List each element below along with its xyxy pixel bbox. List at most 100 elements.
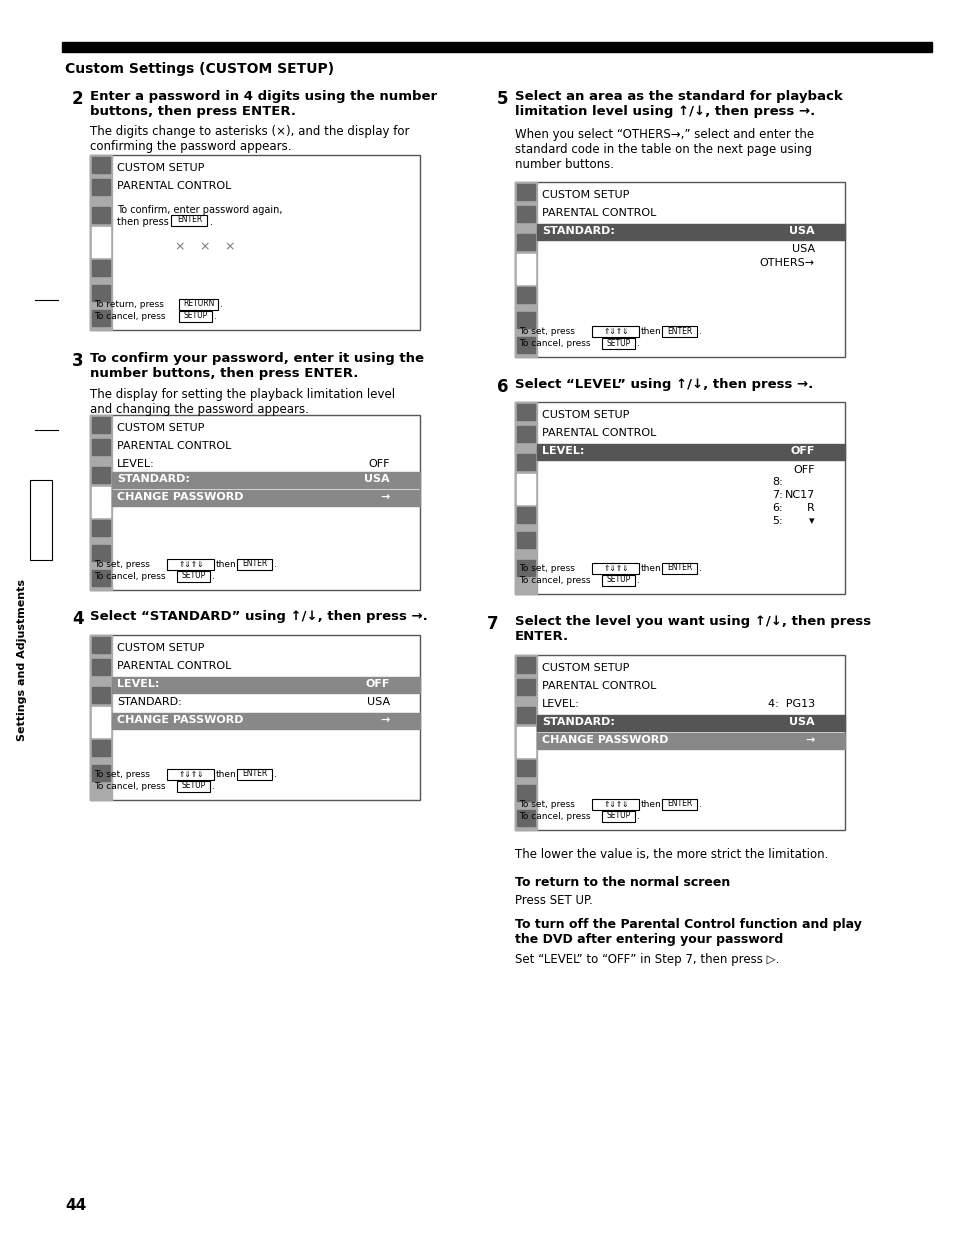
Bar <box>517 707 535 723</box>
Text: Select an area as the standard for playback
limitation level using ↑/↓, then pre: Select an area as the standard for playb… <box>515 90 841 118</box>
Text: USA: USA <box>791 244 814 254</box>
Bar <box>91 309 110 326</box>
Bar <box>62 42 931 52</box>
Text: To cancel, press: To cancel, press <box>518 576 590 584</box>
Text: .: . <box>210 217 213 227</box>
Bar <box>515 655 844 830</box>
Text: CHANGE PASSWORD: CHANGE PASSWORD <box>117 492 243 502</box>
Text: 4: 4 <box>71 610 84 628</box>
Text: To set, press: To set, press <box>518 800 575 809</box>
Bar <box>91 467 110 483</box>
Bar <box>517 454 535 470</box>
Text: To cancel, press: To cancel, press <box>94 782 165 792</box>
Text: .: . <box>213 312 216 321</box>
Text: CHANGE PASSWORD: CHANGE PASSWORD <box>541 735 668 745</box>
Text: ⇑⇓⇑⇓: ⇑⇓⇑⇓ <box>178 560 204 568</box>
Bar <box>515 182 537 358</box>
Bar <box>30 480 52 560</box>
Text: OFF: OFF <box>368 459 390 469</box>
Text: SETUP: SETUP <box>606 811 631 820</box>
Bar <box>517 473 535 504</box>
Text: 44: 44 <box>65 1198 86 1213</box>
Text: .: . <box>220 300 223 309</box>
Text: CUSTOM SETUP: CUSTOM SETUP <box>117 423 204 433</box>
Text: STANDARD:: STANDARD: <box>541 718 615 727</box>
FancyBboxPatch shape <box>592 562 639 573</box>
Text: 3: 3 <box>71 351 84 370</box>
Text: then: then <box>640 800 661 809</box>
Text: then: then <box>640 327 661 337</box>
Bar <box>91 157 110 173</box>
Text: ENTER: ENTER <box>667 799 692 809</box>
Bar <box>517 507 535 523</box>
Text: 2: 2 <box>71 90 84 109</box>
Bar <box>90 155 419 330</box>
Text: 6: 6 <box>497 379 508 396</box>
Bar <box>90 155 112 330</box>
Bar <box>515 182 844 358</box>
Text: USA: USA <box>364 473 390 485</box>
Bar <box>515 655 537 830</box>
Text: .: . <box>274 769 276 779</box>
Text: Set “LEVEL” to “OFF” in Step 7, then press ▷.: Set “LEVEL” to “OFF” in Step 7, then pre… <box>515 953 779 965</box>
Bar <box>517 727 535 757</box>
Text: ⇑⇓⇑⇓: ⇑⇓⇑⇓ <box>602 799 628 809</box>
Bar <box>515 402 844 594</box>
Text: ⇑⇓⇑⇓: ⇑⇓⇑⇓ <box>178 769 204 778</box>
Text: 5:: 5: <box>772 515 782 526</box>
Text: →: → <box>380 492 390 502</box>
Text: 6:: 6: <box>772 503 782 513</box>
Text: .: . <box>637 339 639 348</box>
Text: SETUP: SETUP <box>182 572 206 581</box>
Text: Select “STANDARD” using ↑/↓, then press →.: Select “STANDARD” using ↑/↓, then press … <box>90 610 427 623</box>
Text: .: . <box>274 560 276 568</box>
Bar <box>517 287 535 303</box>
Text: CUSTOM SETUP: CUSTOM SETUP <box>117 163 204 173</box>
FancyBboxPatch shape <box>179 298 218 309</box>
Text: .: . <box>212 572 214 581</box>
Bar <box>517 810 535 826</box>
Text: Settings and Adjustments: Settings and Adjustments <box>17 580 27 741</box>
FancyBboxPatch shape <box>661 562 697 573</box>
Text: SETUP: SETUP <box>606 339 631 348</box>
Bar <box>517 184 535 200</box>
Bar <box>517 657 535 673</box>
Text: LEVEL:: LEVEL: <box>117 459 154 469</box>
Bar <box>517 760 535 776</box>
Bar <box>90 635 112 800</box>
Text: SETUP: SETUP <box>182 782 206 790</box>
Text: OTHERS→: OTHERS→ <box>760 258 814 268</box>
Text: The digits change to asterisks (×), and the display for
confirming the password : The digits change to asterisks (×), and … <box>90 125 409 153</box>
Bar <box>517 206 535 222</box>
Bar <box>91 658 110 674</box>
FancyBboxPatch shape <box>168 768 214 779</box>
Bar <box>517 679 535 695</box>
Text: LEVEL:: LEVEL: <box>117 679 159 689</box>
Bar <box>91 764 110 780</box>
Bar <box>112 490 419 506</box>
FancyBboxPatch shape <box>602 575 635 586</box>
Text: USA: USA <box>788 718 814 727</box>
Text: CUSTOM SETUP: CUSTOM SETUP <box>541 411 629 420</box>
Bar <box>517 785 535 801</box>
Text: .: . <box>699 800 701 809</box>
Text: To return to the normal screen: To return to the normal screen <box>515 875 729 889</box>
FancyBboxPatch shape <box>602 810 635 821</box>
FancyBboxPatch shape <box>237 768 273 779</box>
FancyBboxPatch shape <box>661 326 697 337</box>
Bar <box>90 416 112 591</box>
Bar <box>112 472 419 488</box>
Text: USA: USA <box>788 226 814 236</box>
Text: .: . <box>212 782 214 792</box>
FancyBboxPatch shape <box>592 326 639 337</box>
Text: PARENTAL CONTROL: PARENTAL CONTROL <box>541 681 656 690</box>
FancyBboxPatch shape <box>179 311 213 322</box>
Text: then: then <box>215 769 236 779</box>
Bar <box>517 560 535 576</box>
Bar <box>517 337 535 353</box>
Text: 5: 5 <box>497 90 508 109</box>
Text: STANDARD:: STANDARD: <box>117 473 190 485</box>
FancyBboxPatch shape <box>592 799 639 810</box>
FancyBboxPatch shape <box>661 799 697 810</box>
Text: To confirm, enter password again,: To confirm, enter password again, <box>117 205 282 215</box>
